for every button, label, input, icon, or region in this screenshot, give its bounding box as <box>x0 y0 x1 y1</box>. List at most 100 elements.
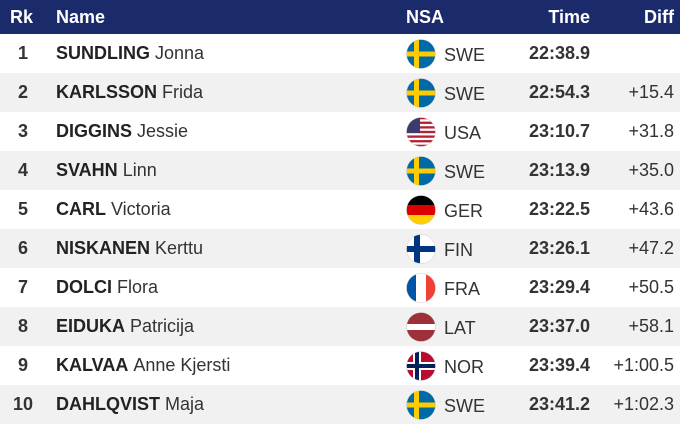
flag-icon <box>406 155 436 186</box>
time: 22:38.9 <box>528 43 590 63</box>
first-name: Linn <box>122 160 157 180</box>
result-row: 3 DIGGINS Jessie USA 23:10.7 +31.8 <box>0 112 680 151</box>
flag <box>406 229 436 268</box>
rank: 7 <box>17 277 28 297</box>
header-cell: Rk <box>10 6 34 27</box>
flag-icon <box>406 116 436 147</box>
rank: 5 <box>17 199 28 219</box>
diff: +1:00.5 <box>613 355 674 375</box>
result-row: 10 DAHLQVIST Maja SWE 23:41.2 +1:02.3 <box>0 385 680 424</box>
rank: 3 <box>17 121 28 141</box>
first-name: Patricija <box>130 316 195 336</box>
diff: +50.5 <box>628 277 674 297</box>
result-row: 6 NISKANEN Kerttu FIN 23:26.1 +47.2 <box>0 229 680 268</box>
result-row: 5 CARL Victoria GER 23:22.5 +43.6 <box>0 190 680 229</box>
time: 23:13.9 <box>528 160 590 180</box>
rank: 10 <box>12 394 34 414</box>
athlete-name: DIGGINS Jessie <box>56 112 188 151</box>
last-name: NISKANEN <box>56 238 151 258</box>
athlete-name: SVAHN Linn <box>56 151 157 190</box>
diff: +47.2 <box>628 238 674 258</box>
rank: 2 <box>17 82 28 102</box>
flag <box>406 307 436 346</box>
last-name: CARL <box>56 199 106 219</box>
first-name: Anne Kjersti <box>133 355 231 375</box>
flag-icon <box>406 38 436 69</box>
first-name: Frida <box>162 82 204 102</box>
nsa-code: NOR <box>444 357 484 377</box>
flag-icon <box>406 77 436 108</box>
time: 23:37.0 <box>528 316 590 336</box>
diff: +43.6 <box>628 199 674 219</box>
diff: +31.8 <box>628 121 674 141</box>
time: 23:10.7 <box>528 121 590 141</box>
header-cell: Name <box>56 6 106 27</box>
flag <box>406 151 436 190</box>
flag-icon <box>406 389 436 420</box>
time: 23:26.1 <box>528 238 590 258</box>
athlete-name: KARLSSON Frida <box>56 73 203 112</box>
first-name: Kerttu <box>155 238 204 258</box>
nsa-code: SWE <box>444 45 486 65</box>
flag-icon <box>406 194 436 225</box>
first-name: Jonna <box>155 43 205 63</box>
result-row: 8 EIDUKA Patricija LAT 23:37.0 +58.1 <box>0 307 680 346</box>
flag <box>406 112 436 151</box>
first-name: Jessie <box>137 121 189 141</box>
time: 23:41.2 <box>528 394 590 414</box>
last-name: SVAHN <box>56 160 118 180</box>
first-name: Victoria <box>111 199 171 219</box>
nsa-code: SWE <box>444 84 486 104</box>
last-name: DOLCI <box>56 277 112 297</box>
nsa-code: USA <box>444 123 482 143</box>
time: 23:39.4 <box>528 355 590 375</box>
last-name: EIDUKA <box>56 316 126 336</box>
rank: 4 <box>17 160 28 180</box>
nsa-code: SWE <box>444 396 486 416</box>
flag-icon <box>406 233 436 264</box>
rank: 1 <box>17 43 28 63</box>
result-row: 2 KARLSSON Frida SWE 22:54.3 +15.4 <box>0 73 680 112</box>
rank: 6 <box>17 238 28 258</box>
flag <box>406 268 436 307</box>
athlete-name: SUNDLING Jonna <box>56 34 204 73</box>
nsa-code: FIN <box>444 240 473 260</box>
diff: +1:02.3 <box>613 394 674 414</box>
header-cell: Time <box>548 6 590 27</box>
athlete-name: CARL Victoria <box>56 190 171 229</box>
header-row: Rk Name NSA Time Diff <box>0 0 680 34</box>
diff: +35.0 <box>628 160 674 180</box>
last-name: SUNDLING <box>56 43 150 63</box>
athlete-name: KALVAA Anne Kjersti <box>56 346 230 385</box>
flag-icon <box>406 350 436 381</box>
nsa-code: FRA <box>444 279 480 299</box>
nsa-code: GER <box>444 201 484 221</box>
result-row: 7 DOLCI Flora FRA 23:29.4 +50.5 <box>0 268 680 307</box>
flag <box>406 346 436 385</box>
last-name: KALVAA <box>56 355 129 375</box>
time: 22:54.3 <box>528 82 590 102</box>
time: 23:29.4 <box>528 277 590 297</box>
flag-icon <box>406 311 436 342</box>
header-cell: NSA <box>406 6 445 27</box>
result-row: 4 SVAHN Linn SWE 23:13.9 +35.0 <box>0 151 680 190</box>
last-name: KARLSSON <box>56 82 158 102</box>
header-cell: Diff <box>644 6 674 27</box>
last-name: DAHLQVIST <box>56 394 161 414</box>
flag <box>406 73 436 112</box>
flag <box>406 34 436 73</box>
athlete-name: EIDUKA Patricija <box>56 307 194 346</box>
nsa-code: SWE <box>444 162 486 182</box>
first-name: Flora <box>117 277 159 297</box>
diff: +15.4 <box>628 82 674 102</box>
result-row: 1 SUNDLING Jonna SWE 22:38.9 <box>0 34 680 73</box>
time: 23:22.5 <box>528 199 590 219</box>
athlete-name: NISKANEN Kerttu <box>56 229 203 268</box>
last-name: DIGGINS <box>56 121 133 141</box>
first-name: Maja <box>165 394 205 414</box>
rank: 8 <box>17 316 28 336</box>
flag <box>406 190 436 229</box>
nsa-code: LAT <box>444 318 476 338</box>
flag <box>406 385 436 424</box>
